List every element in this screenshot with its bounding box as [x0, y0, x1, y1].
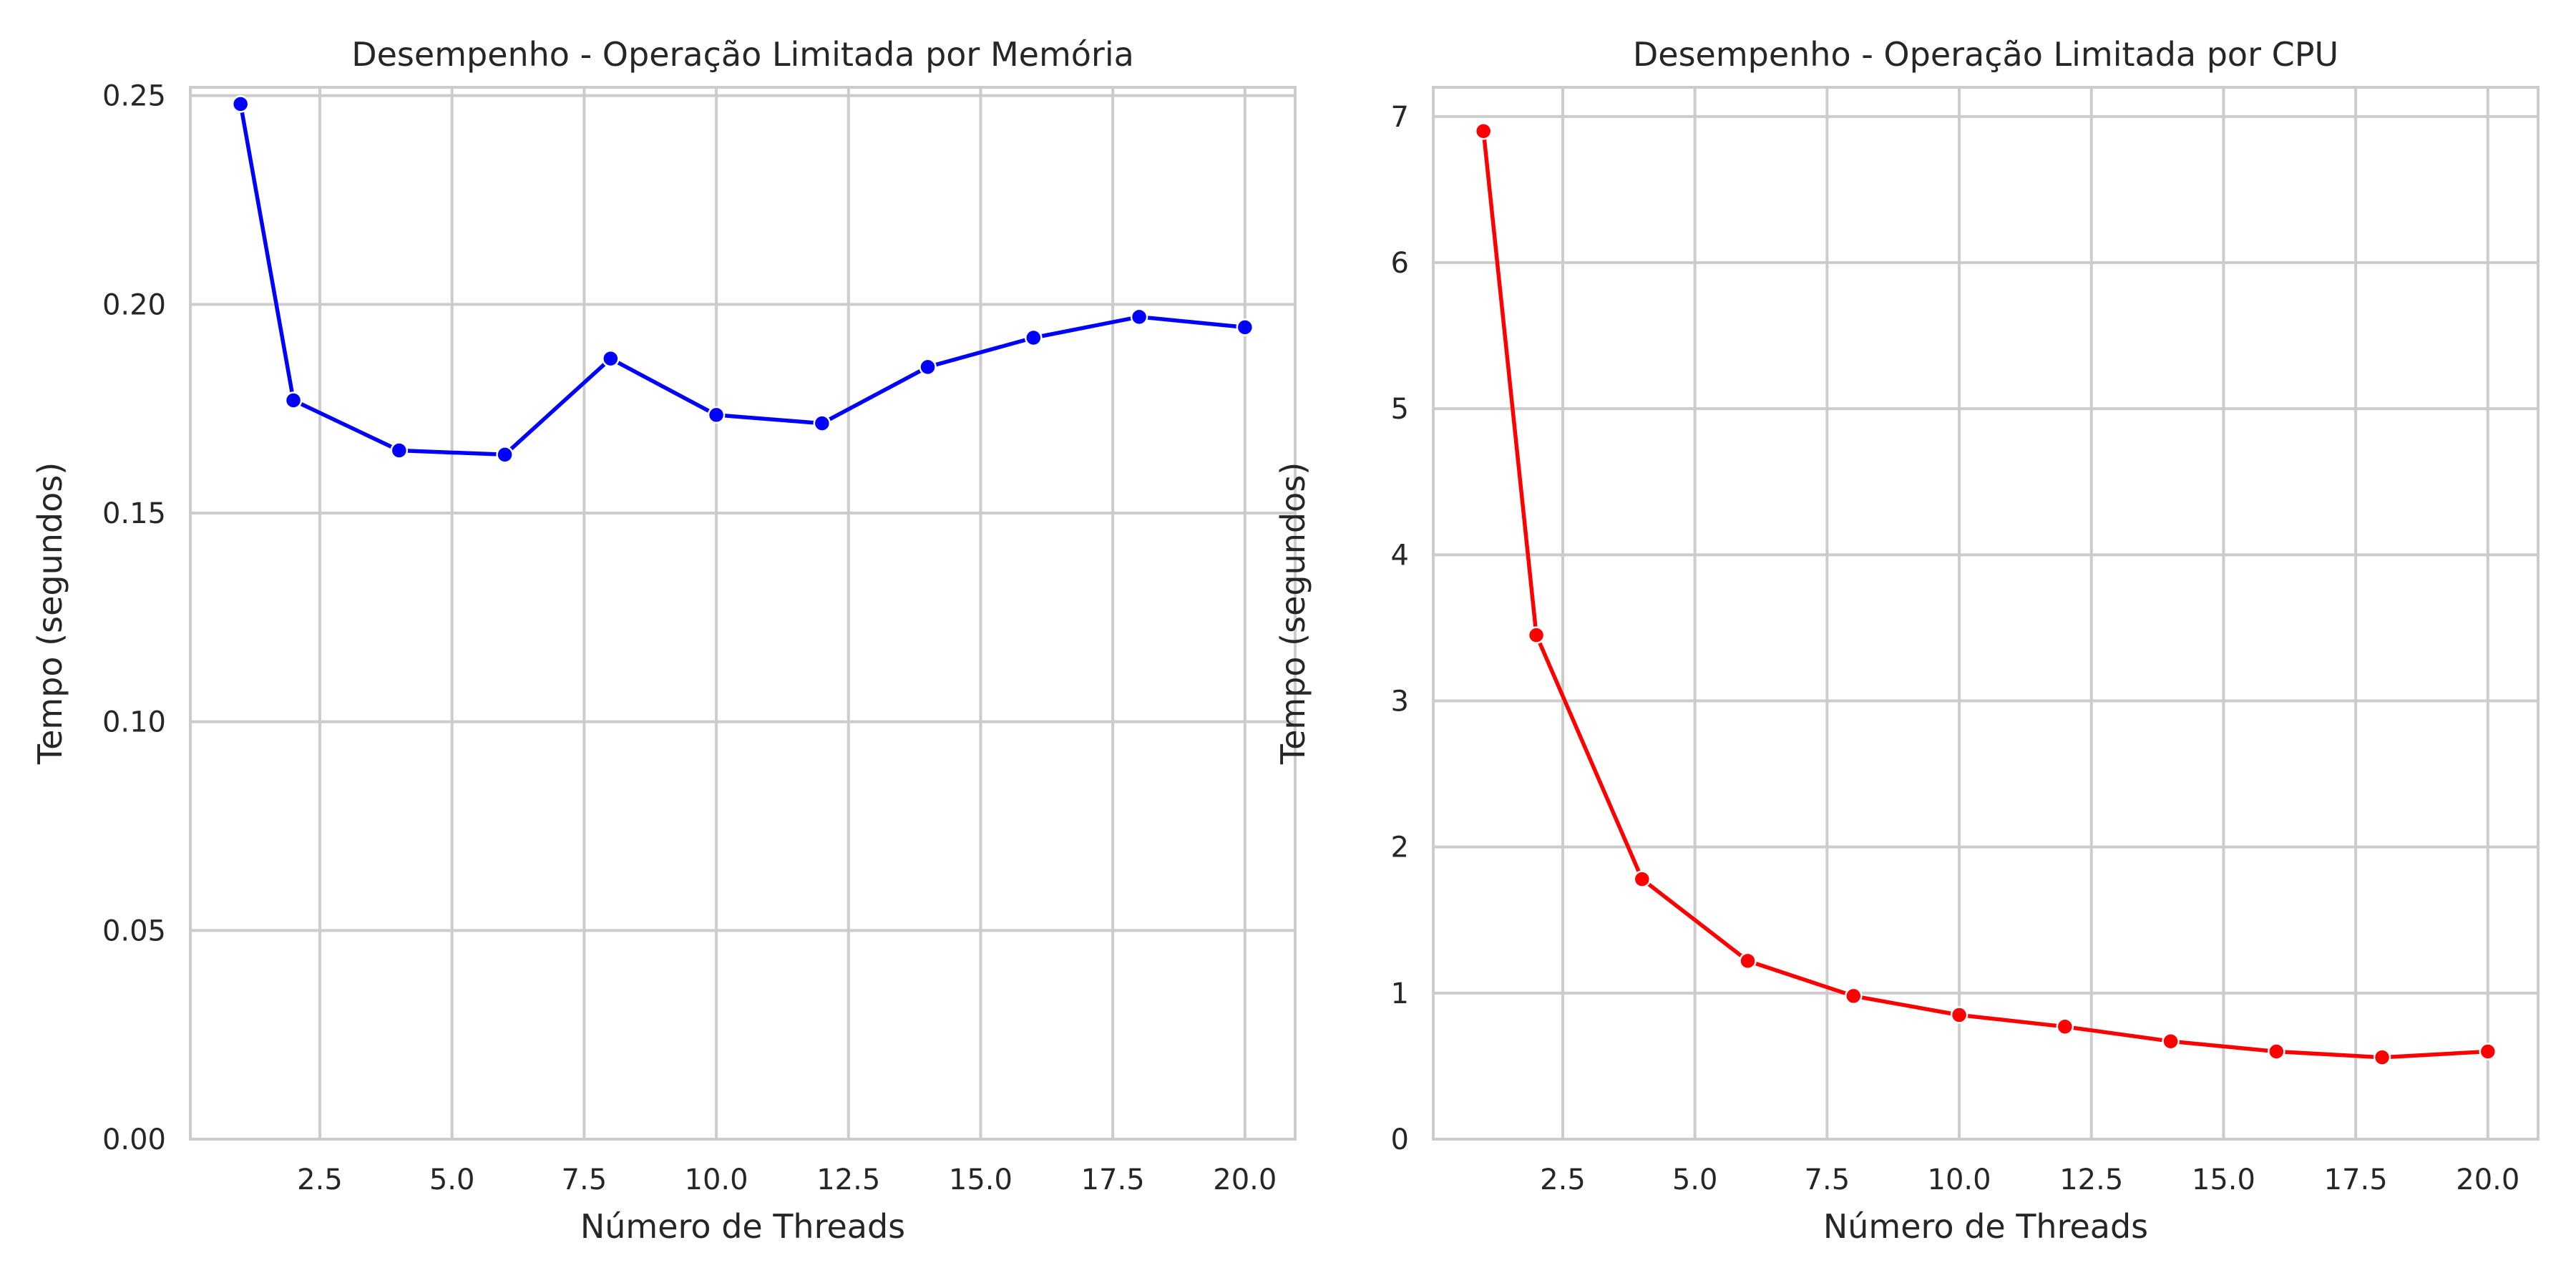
plot-frame	[1432, 86, 2540, 1141]
x-tick-label: 15.0	[949, 1163, 1013, 1196]
x-tick-label: 7.5	[562, 1163, 608, 1196]
y-tick-label: 4	[1391, 539, 1409, 572]
x-axis-label: Número de Threads	[580, 1207, 905, 1246]
y-tick-label: 0.20	[102, 288, 166, 321]
y-tick-label: 0.25	[102, 80, 166, 113]
y-tick-label: 0.15	[102, 497, 166, 530]
data-point	[2373, 1048, 2391, 1066]
x-tick-label: 12.5	[2059, 1163, 2123, 1196]
x-tick-label: 2.5	[1540, 1163, 1586, 1196]
data-point	[2162, 1032, 2180, 1050]
y-tick-label: 0	[1391, 1123, 1409, 1156]
y-tick-label: 7	[1391, 101, 1409, 134]
x-tick-label: 15.0	[2192, 1163, 2255, 1196]
y-tick-label: 6	[1391, 247, 1409, 280]
chart-memory: 2.5 5.0 7.5 10.0 12.5 15.0 17.5 20.0 0.00 0.05 0.1…	[31, 35, 1297, 1246]
y-tick-label: 3	[1391, 686, 1409, 718]
data-point	[1633, 870, 1652, 888]
data-point	[1845, 987, 1863, 1005]
data-point	[390, 441, 409, 459]
y-axis-label: Tempo (segundos)	[1274, 462, 1312, 765]
y-tick-label: 5	[1391, 393, 1409, 426]
data-point	[1236, 318, 1254, 336]
x-tick-label: 12.5	[816, 1163, 880, 1196]
x-tick-label: 10.0	[1928, 1163, 1991, 1196]
x-tick-label: 20.0	[2456, 1163, 2519, 1196]
chart-cpu: 2.5 5.0 7.5 10.0 12.5 15.0 17.5 20.0 0 1 2 3 4 5 6 7 De…	[1274, 35, 2540, 1246]
y-tick-label: 0.00	[102, 1123, 166, 1156]
data-point	[1025, 328, 1043, 347]
plot-frame	[189, 86, 1297, 1141]
x-tick-label: 17.5	[2324, 1163, 2388, 1196]
data-point	[602, 349, 620, 368]
y-axis-label: Tempo (segundos)	[31, 462, 69, 765]
data-point	[1527, 626, 1546, 644]
data-point	[707, 406, 726, 424]
x-tick-label: 5.0	[1672, 1163, 1718, 1196]
y-tick-label: 0.05	[102, 914, 166, 947]
x-tick-label: 20.0	[1213, 1163, 1277, 1196]
chart-title: Desempenho - Operação Limitada por CPU	[1633, 35, 2338, 74]
data-point	[1950, 1006, 1968, 1024]
data-point	[919, 358, 937, 376]
x-axis-label: Número de Threads	[1823, 1207, 2148, 1246]
x-tick-label: 5.0	[429, 1163, 475, 1196]
data-point	[1474, 122, 1493, 140]
data-point	[496, 446, 514, 464]
data-point	[813, 414, 831, 432]
data-point	[1739, 952, 1757, 970]
x-tick-label: 7.5	[1805, 1163, 1850, 1196]
x-tick-label: 10.0	[685, 1163, 748, 1196]
data-point	[2268, 1043, 2285, 1060]
data-point	[284, 391, 303, 409]
data-point	[1130, 308, 1148, 326]
data-point	[231, 95, 250, 113]
data-point	[2479, 1043, 2497, 1060]
x-tick-label: 17.5	[1081, 1163, 1145, 1196]
x-tick-label: 2.5	[297, 1163, 343, 1196]
data-point	[2056, 1018, 2074, 1036]
y-tick-label: 2	[1391, 831, 1409, 864]
y-tick-label: 0.10	[102, 706, 166, 739]
y-tick-label: 1	[1391, 977, 1409, 1010]
chart-title: Desempenho - Operação Limitada por Memór…	[351, 35, 1134, 74]
